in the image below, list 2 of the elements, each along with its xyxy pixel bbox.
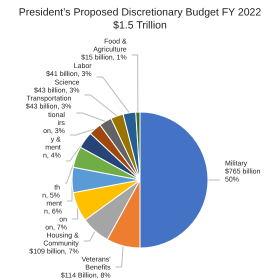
chart-subtitle: $1.5 Trillion xyxy=(113,20,168,32)
chart-title: President’s Proposed Discretionary Budget FY 2022 xyxy=(18,6,262,18)
